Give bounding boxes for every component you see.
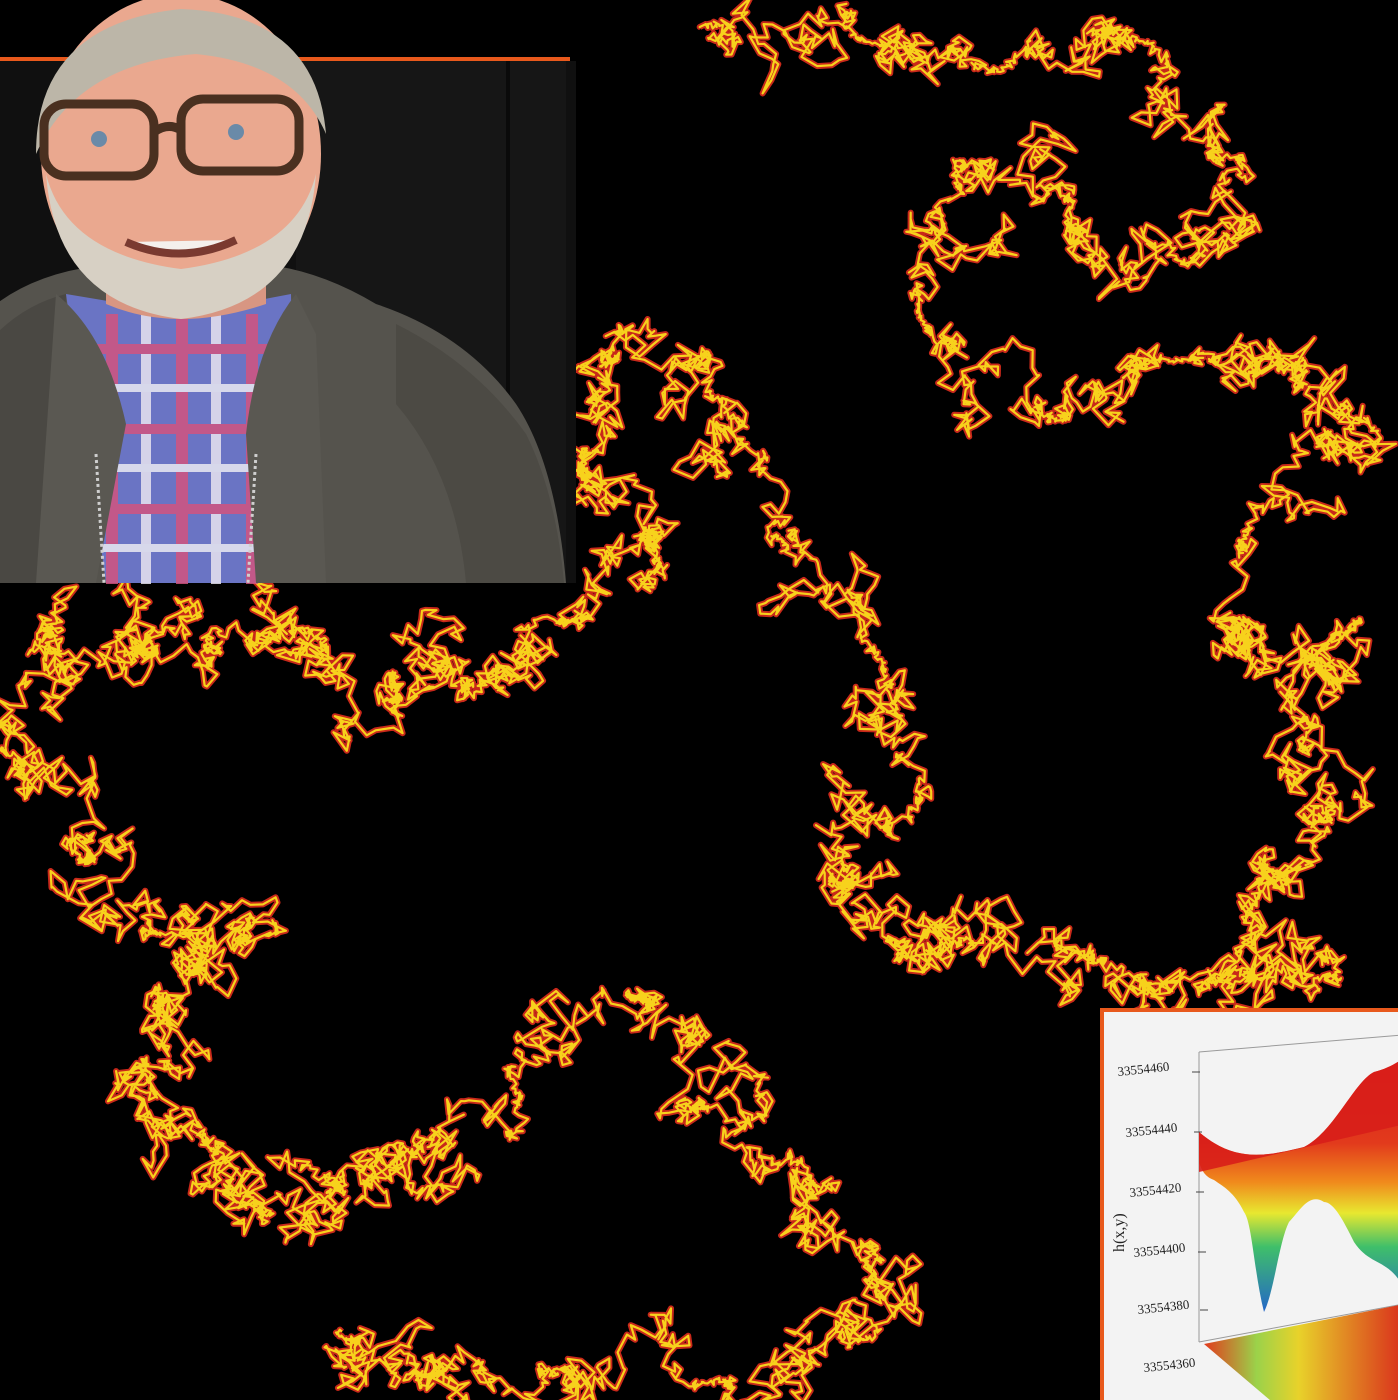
z-tick-label: 33554400 — [1133, 1240, 1186, 1260]
portrait-photo — [0, 0, 576, 584]
z-tick-label: 33554420 — [1129, 1180, 1182, 1200]
z-axis-label: h(x,y) — [1111, 1213, 1128, 1252]
z-tick-label: 33554460 — [1117, 1059, 1170, 1079]
portrait-inset — [0, 0, 576, 584]
z-tick-label: 33554440 — [1125, 1120, 1178, 1140]
z-axis-ticks: 33554460 33554440 33554420 33554400 3355… — [1117, 1059, 1196, 1375]
surface-plot: 33554460 33554440 33554420 33554400 3355… — [1111, 1034, 1398, 1400]
z-tick-label: 33554360 — [1143, 1355, 1196, 1375]
surface-plot-inset: 33554460 33554440 33554420 33554400 3355… — [1100, 1008, 1398, 1400]
z-tick-label: 33554380 — [1137, 1297, 1190, 1317]
